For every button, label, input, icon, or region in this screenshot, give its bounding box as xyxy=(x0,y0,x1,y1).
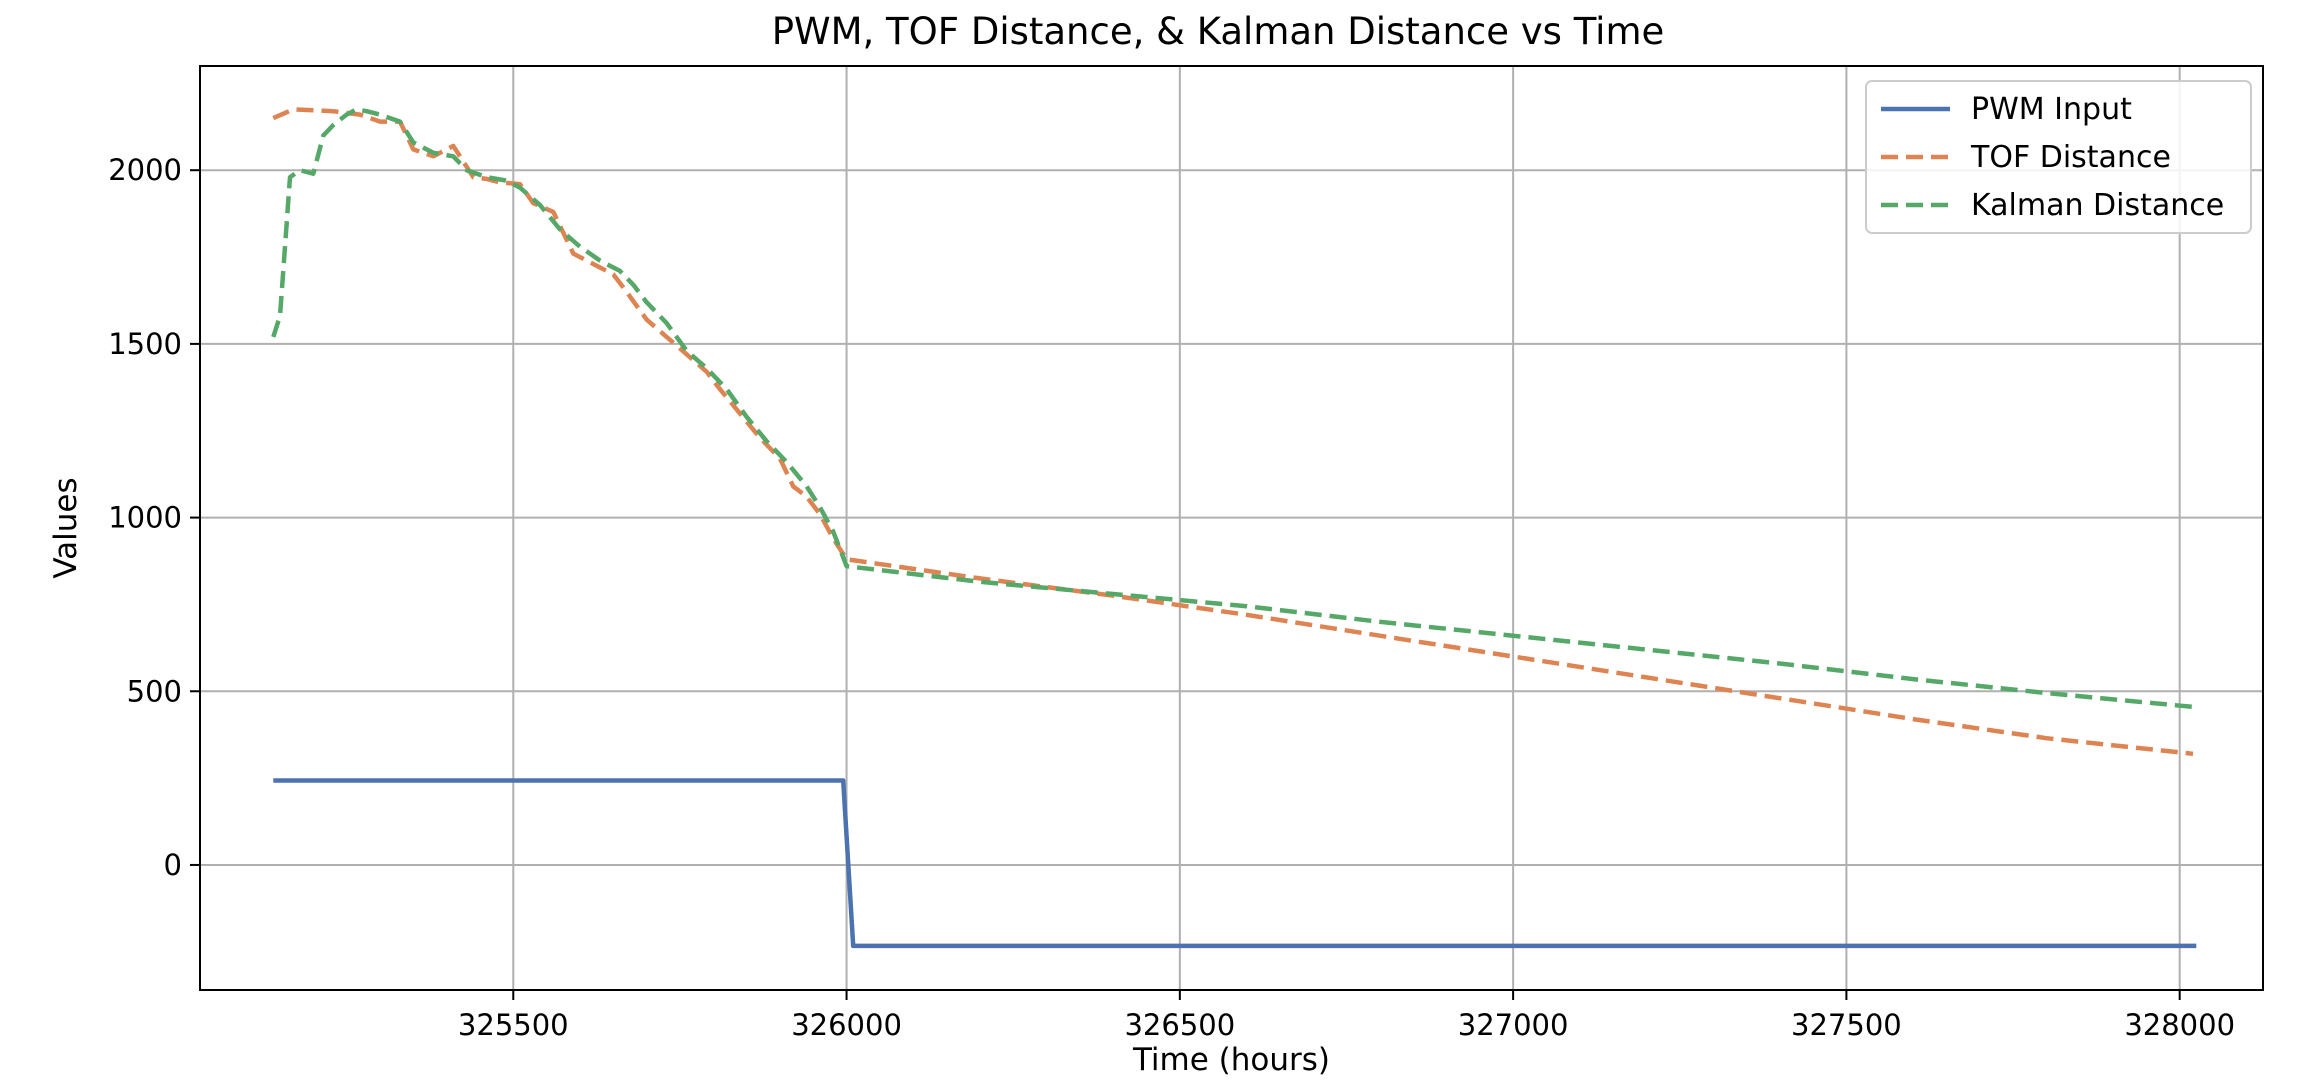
series-line-tof-distance xyxy=(272,107,2194,757)
x-tick-label: 327500 xyxy=(1791,1008,1902,1042)
chart-title: PWM, TOF Distance, & Kalman Distance vs … xyxy=(772,10,1665,53)
series-line-kalman-distance xyxy=(271,107,2194,710)
legend-box xyxy=(1865,80,2252,234)
x-axis-label: Time (hours) xyxy=(1132,1042,1330,1078)
y-tick-label: 1500 xyxy=(108,327,182,361)
legend-label-pwm-input: PWM Input xyxy=(1971,92,2132,127)
y-axis-label: Values xyxy=(48,477,84,578)
legend-label-kalman-distance: Kalman Distance xyxy=(1971,188,2224,223)
x-tick-label: 328000 xyxy=(2124,1008,2235,1042)
y-axis: 0 500 1000 1500 2000 xyxy=(108,153,200,882)
legend-label-tof-distance: TOF Distance xyxy=(1970,140,2171,175)
x-tick-label: 326000 xyxy=(791,1008,902,1042)
legend: PWM Input TOF Distance Kalman Distance xyxy=(1865,80,2252,234)
y-tick-label: 2000 xyxy=(108,153,182,187)
y-tick-label: 0 xyxy=(164,848,182,882)
y-tick-label: 1000 xyxy=(108,501,182,535)
x-tick-label: 327000 xyxy=(1458,1008,1569,1042)
x-axis: 325500 326000 326500 327000 327500 328000 xyxy=(458,990,2235,1042)
series-line-pwm-input xyxy=(273,778,2197,949)
y-tick-label: 500 xyxy=(127,674,182,708)
series-lines xyxy=(271,107,2197,949)
plot-frame xyxy=(199,65,2264,991)
x-tick-label: 325500 xyxy=(458,1008,569,1042)
x-tick-label: 326500 xyxy=(1124,1008,1235,1042)
